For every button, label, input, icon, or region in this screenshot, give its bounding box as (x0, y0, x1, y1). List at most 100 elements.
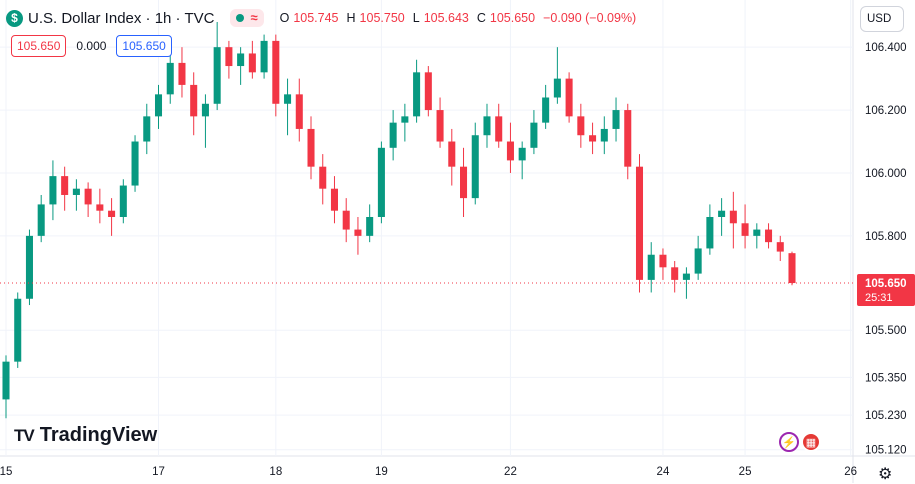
tradingview-mark-icon: TV (14, 425, 35, 445)
y-tick-label: 106.000 (865, 168, 907, 180)
candle-body (237, 53, 245, 67)
candle-body (741, 223, 749, 236)
candle-body (635, 166, 644, 280)
candle-body (166, 62, 174, 95)
candle-body (37, 204, 45, 236)
close-value: 105.650 (489, 11, 536, 25)
candle-body (96, 204, 104, 211)
bolt-icon[interactable]: ⚡ (779, 432, 799, 452)
candle-body (600, 128, 608, 142)
candle-body (14, 298, 22, 362)
y-tick-label: 105.350 (865, 372, 907, 384)
wave-icon: ≈ (250, 10, 258, 25)
candle-body (483, 116, 491, 136)
candle-body (366, 216, 374, 236)
candle-body (213, 47, 221, 104)
high-value: 105.750 (359, 11, 405, 25)
y-tick-label: 105.800 (865, 231, 907, 243)
candle-body (553, 78, 561, 98)
candle-body (506, 141, 514, 161)
candle-body (706, 216, 714, 249)
candle-body (530, 122, 538, 148)
candle-body (108, 210, 116, 217)
low-label: L (412, 11, 420, 25)
candle-body (448, 141, 456, 167)
spread-value: 0.000 (76, 39, 107, 53)
candle-body (190, 84, 198, 117)
candle-body (565, 78, 573, 117)
tradingview-logo[interactable]: TV TradingView (14, 424, 157, 447)
ohlc-values: O 105.745 H 105.750 L 105.643 C 105.650 −0.0… (280, 11, 637, 25)
x-tick-label: 19 (375, 466, 388, 478)
candle-body (647, 254, 655, 280)
candle-body (718, 210, 726, 217)
dollar-icon: $ (6, 9, 23, 27)
candle-body (577, 116, 585, 136)
candle-body (542, 97, 550, 123)
candle-body (377, 147, 385, 217)
candle-body (25, 235, 33, 299)
candle-body (49, 176, 57, 205)
candle-body (694, 248, 702, 274)
x-tick-label: 22 (504, 466, 517, 478)
candle-body (260, 40, 268, 73)
candle-body (342, 210, 350, 230)
x-tick-label: 18 (269, 466, 282, 478)
candle-body (272, 40, 280, 104)
x-tick-label: 26 (844, 466, 857, 478)
high-label: H (346, 11, 356, 25)
candle-body (495, 116, 503, 142)
candle-body (319, 166, 327, 189)
candle-body (624, 110, 632, 167)
candle-body (460, 166, 468, 199)
y-tick-label: 106.200 (865, 105, 907, 117)
candle-body (84, 188, 92, 205)
gear-icon[interactable]: ⚙ (878, 466, 893, 483)
candle-body (119, 185, 127, 217)
candle-body (612, 110, 620, 129)
candle-body (201, 103, 209, 117)
candle-body (284, 94, 292, 104)
candle-body (143, 116, 151, 142)
candle-body (225, 47, 233, 67)
candle-body (471, 135, 479, 199)
y-tick-label: 105.230 (865, 410, 907, 422)
candle-body (424, 72, 432, 111)
countdown-label: 25:31 (865, 292, 893, 304)
y-tick-label: 106.400 (865, 42, 907, 54)
order-panel: 105.650 0.000 105.650 (11, 35, 172, 57)
candle-body (248, 53, 256, 73)
candle-body (389, 122, 397, 148)
candle-body (765, 229, 773, 243)
x-tick-label: 17 (152, 466, 165, 478)
x-tick-label: 24 (657, 466, 670, 478)
candle-body (671, 267, 679, 280)
candle-body (753, 229, 761, 236)
sell-button[interactable]: 105.650 (11, 35, 67, 57)
y-tick-label: 105.500 (865, 325, 907, 337)
symbol-title[interactable]: U.S. Dollar Index · 1h · TVC (28, 9, 215, 27)
market-status[interactable]: ≈ (230, 9, 264, 27)
candle-body (178, 62, 186, 85)
change-value: −0.090 (−0.09%) (543, 11, 637, 25)
currency-button[interactable]: USD (860, 6, 904, 32)
candle-body (682, 273, 690, 280)
candle-body (413, 72, 421, 117)
symbol-header: $ U.S. Dollar Index · 1h · TVC ≈ O 105.74… (6, 6, 636, 30)
buy-button[interactable]: 105.650 (116, 35, 172, 57)
candle-body (307, 128, 315, 167)
candle-body (2, 361, 10, 400)
candle-body (61, 176, 69, 195)
candle-body (729, 210, 737, 224)
brand-name: TradingView (39, 424, 158, 446)
open-value: 105.745 (293, 11, 339, 25)
market-open-dot-icon (236, 14, 245, 22)
candle-body (295, 94, 303, 129)
candle-body (788, 253, 796, 284)
us-flag-icon[interactable]: ▦ (801, 432, 821, 452)
candle-body (518, 147, 526, 161)
last-price-tag (857, 274, 915, 307)
overlay-icons: ⚡ ▦ (779, 432, 821, 452)
last-price-label: 105.650 (865, 278, 907, 290)
